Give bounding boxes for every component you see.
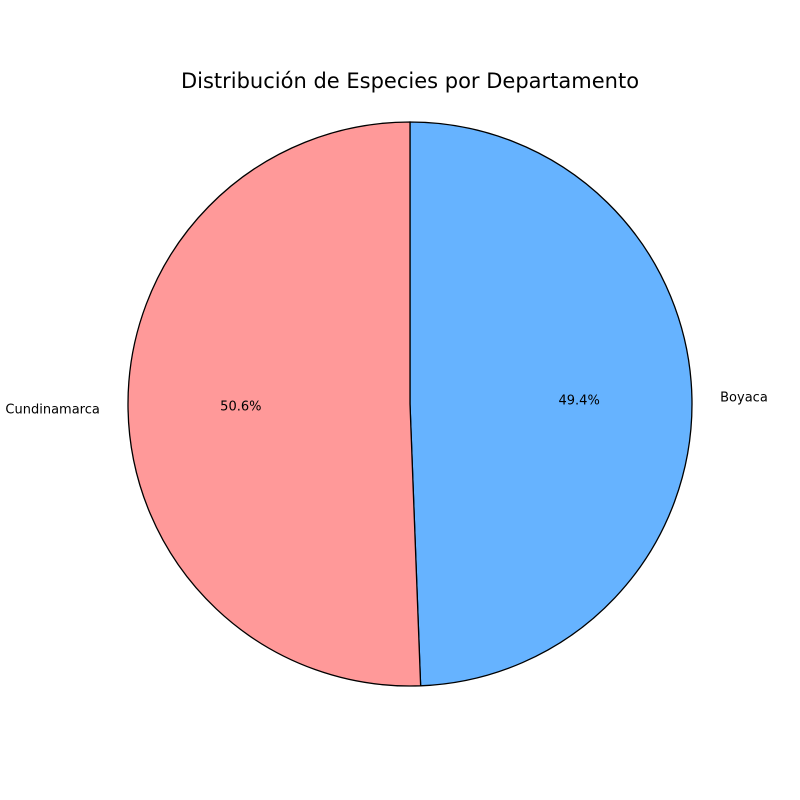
pie-category-label-cundinamarca: Cundinamarca — [5, 402, 99, 417]
pie-percent-label-boyaca: 49.4% — [559, 393, 600, 408]
pie-labels: 49.4% Boyaca 50.6% Cundinamarca — [5, 391, 767, 418]
pie-slices — [127, 121, 693, 687]
pie-percent-label-cundinamarca: 50.6% — [220, 400, 261, 415]
chart-title: Distribución de Especies por Departament… — [181, 69, 639, 93]
pie-category-label-boyaca: Boyaca — [720, 391, 768, 406]
pie-slice-boyaca — [409, 121, 693, 687]
pie-slice-cundinamarca — [127, 121, 422, 687]
